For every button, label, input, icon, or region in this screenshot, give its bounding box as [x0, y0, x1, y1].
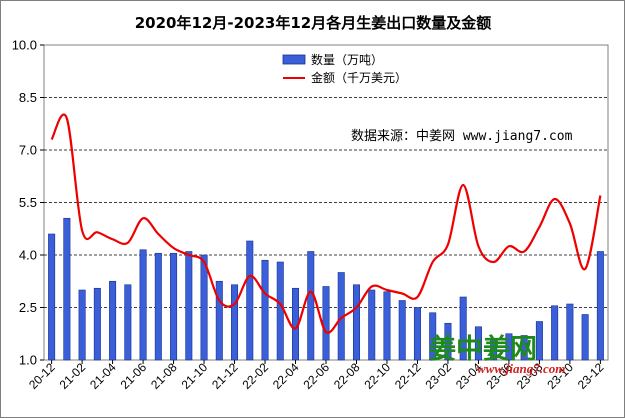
bar	[413, 307, 421, 361]
bar	[78, 289, 86, 361]
chart-title: 2020年12月-2023年12月各月生姜出口数量及金额	[135, 14, 491, 32]
bar	[139, 249, 147, 361]
legend: 数量（万吨） 金额（千万美元）	[282, 52, 407, 85]
bar	[63, 217, 71, 361]
bar	[170, 252, 178, 361]
bar	[246, 240, 254, 361]
bar	[154, 252, 162, 361]
x-tick-label: 21-12	[209, 360, 241, 392]
y-tick-label: 8.5	[19, 90, 37, 105]
bar	[215, 280, 223, 361]
bar	[185, 251, 193, 361]
y-tick-label: 4.0	[19, 248, 37, 263]
legend-label-quantity: 数量（万吨）	[311, 52, 383, 67]
bar	[307, 251, 315, 361]
watermark-logo: 姜中姜网 www.jiang7.com	[429, 333, 565, 376]
watermark-brand: 姜中姜网	[429, 333, 537, 365]
x-tick-label: 23-12	[575, 360, 607, 392]
x-tick-label: 22-06	[301, 360, 333, 392]
bar	[93, 287, 101, 361]
x-tick-label: 21-06	[118, 360, 150, 392]
bar	[368, 289, 376, 361]
y-tick-label: 1.0	[19, 353, 37, 368]
y-tick-label: 7.0	[19, 143, 37, 158]
bar	[352, 284, 360, 361]
bar	[109, 280, 117, 361]
bar	[48, 233, 56, 361]
x-tick-label: 22-10	[361, 360, 393, 392]
x-tick-label: 22-12	[392, 360, 424, 392]
x-tick-label: 22-02	[240, 360, 272, 392]
x-tick-label: 21-02	[57, 360, 89, 392]
y-tick-label: 10.0	[12, 38, 37, 53]
bar	[322, 286, 330, 361]
bar	[490, 338, 498, 361]
x-tick-label: 22-08	[331, 360, 363, 392]
bar	[276, 261, 284, 361]
legend-label-amount: 金额（千万美元）	[311, 70, 407, 85]
bar	[231, 284, 239, 361]
bar	[596, 251, 604, 361]
bar	[566, 303, 574, 361]
x-tick-label: 22-04	[270, 360, 302, 392]
y-tick-label: 5.5	[19, 195, 37, 210]
line-series	[50, 113, 602, 334]
source-note: 数据来源：中姜网 www.jiang7.com	[351, 129, 573, 144]
bar	[398, 300, 406, 361]
y-axis: 1.0 2.5 4.0 5.5 7.0 8.5 10.0	[12, 38, 44, 368]
y-tick-label: 2.5	[19, 300, 37, 315]
bar	[520, 335, 528, 361]
bar	[200, 254, 208, 361]
bar	[261, 259, 269, 361]
bar	[535, 321, 543, 361]
bar	[581, 314, 589, 361]
bar	[429, 312, 437, 361]
bar	[459, 296, 467, 361]
legend-swatch-bar	[282, 54, 306, 65]
x-tick-label: 21-04	[87, 360, 119, 392]
bar	[551, 305, 559, 361]
watermark-url: www.jiang7.com	[477, 361, 565, 376]
x-tick-label: 21-10	[179, 360, 211, 392]
amount-line	[50, 113, 602, 334]
bar	[124, 284, 132, 361]
x-tick-label: 21-08	[148, 360, 180, 392]
bar	[383, 291, 391, 361]
